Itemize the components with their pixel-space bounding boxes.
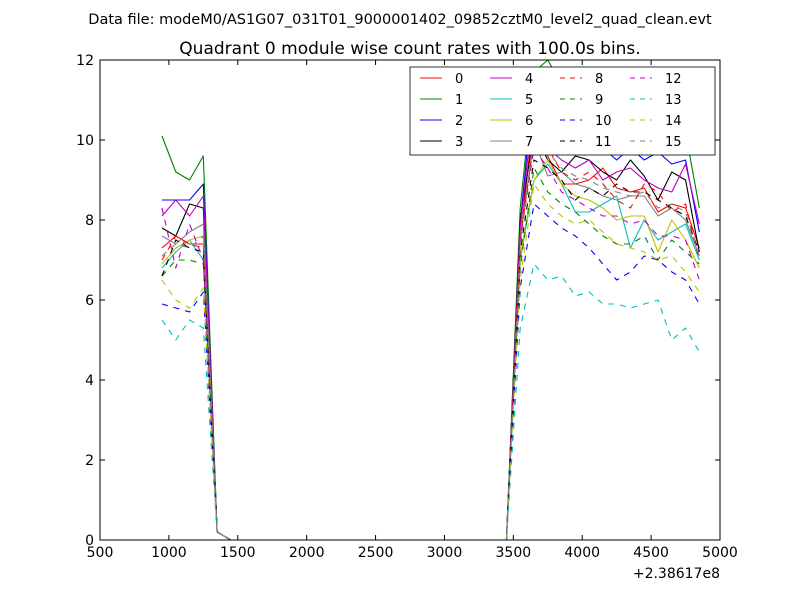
y-tick-label: 6 — [85, 293, 94, 309]
series-line-3 — [161, 131, 700, 540]
legend-label-2: 2 — [455, 114, 463, 129]
x-tick-label: 3000 — [427, 545, 463, 561]
chart-suptitle: Data file: modeM0/AS1G07_031T01_90000014… — [88, 12, 712, 28]
y-tick-label: 10 — [76, 133, 94, 149]
y-tick-label: 4 — [85, 373, 94, 389]
x-tick-label: 4500 — [633, 545, 669, 561]
series-line-13 — [161, 263, 700, 540]
series-line-4 — [161, 99, 700, 540]
legend-label-11: 11 — [595, 135, 612, 150]
y-tick-label: 12 — [76, 53, 94, 69]
legend-label-0: 0 — [455, 72, 463, 87]
x-tick-label: 4000 — [564, 545, 600, 561]
legend-label-13: 13 — [665, 93, 682, 108]
legend-label-8: 8 — [595, 72, 603, 87]
x-tick-label: 2000 — [289, 545, 325, 561]
legend-label-9: 9 — [595, 93, 603, 108]
series-line-6 — [161, 159, 700, 540]
series-line-5 — [161, 163, 700, 540]
legend-label-15: 15 — [665, 135, 682, 150]
series-line-7 — [161, 139, 700, 540]
legend-label-14: 14 — [665, 114, 682, 129]
chart-title: Quadrant 0 module wise count rates with … — [179, 39, 640, 59]
legend-label-4: 4 — [525, 72, 533, 87]
series-line-12 — [161, 147, 700, 540]
series-line-11 — [161, 159, 700, 540]
y-tick-label: 0 — [85, 533, 94, 549]
axes-layer: 500 1000 1500 2000 2500 3000 3500 4000 4500 5000 0… — [76, 53, 738, 561]
series-line-0 — [161, 111, 700, 540]
series-line-9 — [161, 167, 700, 540]
x-tick-label: 500 — [87, 545, 114, 561]
legend-label-6: 6 — [525, 114, 533, 129]
y-tick-label: 2 — [85, 453, 94, 469]
x-tick-label: 2500 — [358, 545, 394, 561]
legend-label-12: 12 — [665, 72, 682, 87]
legend-label-10: 10 — [595, 114, 612, 129]
legend-label-7: 7 — [525, 135, 533, 150]
series-line-8 — [161, 139, 700, 540]
series-line-14 — [161, 183, 700, 540]
series-line-10 — [161, 203, 700, 540]
x-tick-label: 1000 — [151, 545, 187, 561]
x-tick-label: 5000 — [702, 545, 738, 561]
legend-label-1: 1 — [455, 93, 463, 108]
legend-box — [409, 66, 716, 156]
legend-label-3: 3 — [455, 135, 463, 150]
series-line-15 — [161, 131, 700, 540]
y-tick-label: 8 — [85, 213, 94, 229]
x-offset-label: +2.38617e8 — [633, 566, 720, 582]
x-tick-label: 1500 — [220, 545, 256, 561]
legend-label-5: 5 — [525, 93, 533, 108]
x-tick-label: 3500 — [496, 545, 532, 561]
